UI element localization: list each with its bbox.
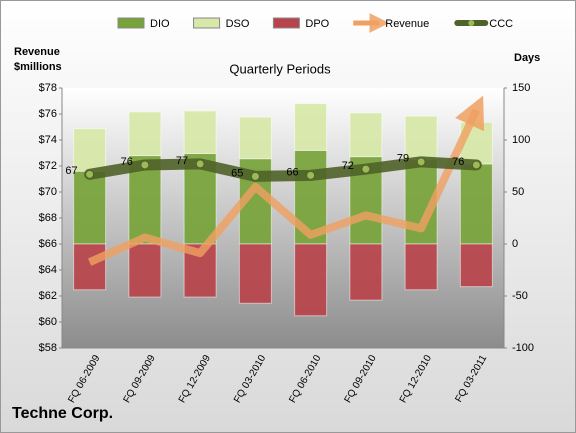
- y-tick-label: $70: [39, 186, 57, 198]
- plot-area: [62, 88, 504, 348]
- y2-tick-label: 150: [512, 82, 530, 94]
- chart-title: Quarterly Periods: [229, 61, 331, 76]
- legend-swatch: [272, 17, 300, 29]
- bar: [459, 243, 493, 288]
- ccc-point: [416, 157, 426, 167]
- legend-label: DSO: [226, 18, 250, 30]
- y-tick-label: $60: [39, 316, 57, 328]
- bar: [349, 243, 383, 301]
- ccc-point: [250, 171, 260, 181]
- y-axis-label: Revenue $millions: [14, 46, 62, 73]
- bar: [349, 112, 383, 158]
- bar: [238, 116, 272, 160]
- legend-item: CCC: [454, 18, 513, 30]
- data-label: 76: [121, 156, 133, 168]
- y2-tick-label: 100: [512, 134, 530, 146]
- y2-tick-label: 50: [512, 186, 524, 198]
- y-tick-label: $78: [39, 82, 57, 94]
- y-tick-label: $74: [39, 134, 57, 146]
- y-tick-label: $66: [39, 238, 57, 250]
- legend-swatch: [468, 20, 475, 26]
- y-tick-label: $68: [39, 212, 57, 224]
- legend-swatch: [193, 17, 221, 29]
- bar: [238, 243, 272, 304]
- revenue-line: [87, 95, 485, 266]
- y-tick-label: $76: [39, 108, 57, 120]
- y-tick-label: $72: [39, 160, 57, 172]
- data-label: 72: [342, 160, 354, 172]
- ccc-line: [84, 156, 482, 182]
- legend-item: Revenue: [353, 13, 429, 33]
- legend-label: CCC: [489, 18, 513, 30]
- bar: [128, 243, 162, 298]
- ccc-point: [361, 164, 371, 174]
- legend-swatch: [117, 17, 145, 29]
- data-label: 65: [231, 167, 243, 179]
- bar: [294, 243, 328, 317]
- data-label: 66: [286, 166, 298, 178]
- bar: [294, 103, 328, 151]
- legend-label: DIO: [150, 18, 170, 30]
- legend-item: DSO: [193, 17, 250, 30]
- bar: [183, 110, 217, 155]
- y-tick-label: $62: [39, 290, 57, 302]
- bar: [404, 243, 438, 291]
- bar: [128, 111, 162, 157]
- ccc-point: [85, 169, 95, 179]
- ccc-point: [471, 160, 481, 170]
- legend-item: DPO: [272, 17, 330, 30]
- bar: [404, 115, 438, 161]
- legend-item: DIO: [117, 17, 170, 30]
- data-label: 67: [65, 165, 77, 177]
- data-label: 79: [397, 153, 409, 165]
- legend-label: DPO: [305, 18, 329, 30]
- bar: [73, 128, 107, 172]
- y2-tick-label: -100: [512, 342, 534, 354]
- legend-label: Revenue: [385, 18, 429, 30]
- y-tick-label: $58: [39, 342, 57, 354]
- data-label: 76: [452, 156, 464, 168]
- y2-axis-label: Days: [514, 52, 540, 64]
- y2-tick-label: 0: [512, 238, 518, 250]
- bar: [73, 170, 107, 245]
- bar: [73, 243, 107, 291]
- ccc-point: [195, 159, 205, 169]
- bar: [459, 163, 493, 245]
- y-tick-label: $64: [39, 264, 57, 276]
- ccc-point: [306, 170, 316, 180]
- ccc-point: [140, 160, 150, 170]
- footer: Techne Corp.: [12, 405, 113, 422]
- y2-tick-label: -50: [512, 290, 528, 302]
- data-label: 77: [176, 155, 188, 167]
